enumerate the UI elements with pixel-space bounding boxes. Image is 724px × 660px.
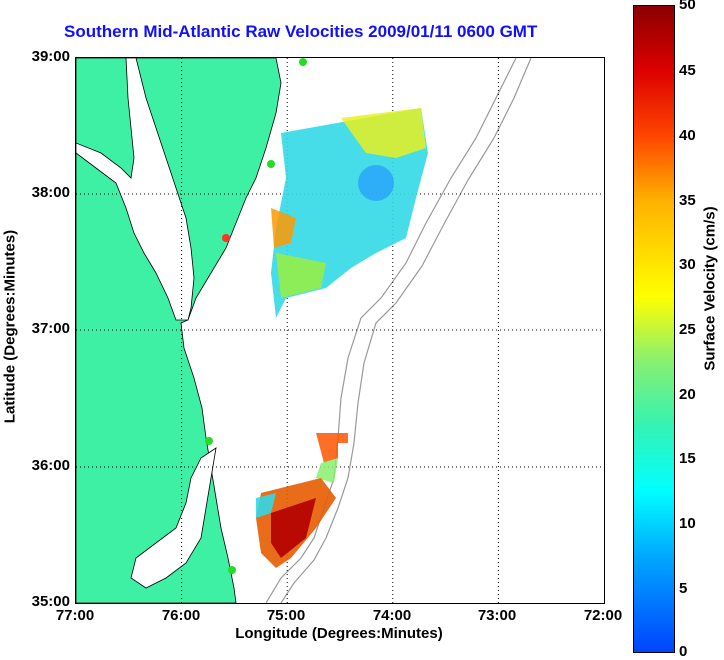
velocity-field-south (256, 433, 348, 568)
x-tick-label: 77:00 (55, 607, 95, 624)
colorbar-label: Surface Velocity (cm/s) (701, 206, 719, 371)
y-tick-label: 38:00 (31, 184, 70, 201)
colorbar-tick: 0 (679, 643, 688, 660)
station-marker[interactable] (267, 160, 275, 168)
y-tick-label: 36:00 (31, 457, 70, 474)
velocity-map[interactable] (75, 57, 605, 604)
colorbar-tick: 10 (679, 515, 696, 532)
map-canvas (76, 58, 604, 603)
pamlico-sound (130, 447, 217, 589)
colorbar (633, 5, 675, 653)
chesapeake-bay (76, 58, 195, 321)
x-tick-label: 76:00 (161, 607, 201, 624)
station-marker[interactable] (299, 58, 307, 66)
map-title: Southern Mid-Atlantic Raw Velocities 200… (64, 22, 538, 41)
bathymetry-contour (265, 58, 517, 603)
colorbar-tick: 25 (679, 321, 696, 338)
velocity-field-north (271, 108, 428, 318)
y-tick-label: 39:00 (31, 48, 70, 65)
bathymetry-contour (280, 58, 532, 603)
colorbar-tick: 30 (679, 256, 696, 273)
colorbar-tick: 35 (679, 192, 696, 209)
x-tick-label: 73:00 (477, 607, 517, 624)
colorbar-tick: 40 (679, 127, 696, 144)
x-tick-label: 72:00 (583, 607, 623, 624)
station-marker[interactable] (222, 234, 230, 242)
y-tick-label: 35:00 (31, 593, 70, 610)
colorbar-tick: 15 (679, 450, 696, 467)
grid-lines (76, 58, 604, 603)
y-tick-label: 37:00 (31, 320, 70, 337)
x-tick-label: 74:00 (372, 607, 412, 624)
colorbar-tick: 45 (679, 62, 696, 79)
colorbar-tick: 50 (679, 0, 696, 13)
station-marker[interactable] (205, 437, 213, 445)
x-axis-label: Longitude (Degrees:Minutes) (235, 625, 443, 642)
station-marker[interactable] (228, 566, 236, 574)
x-tick-label: 75:00 (266, 607, 306, 624)
y-axis-label: Latitude (Degrees:Minutes) (1, 229, 19, 424)
colorbar-tick: 20 (679, 386, 696, 403)
colorbar-tick: 5 (679, 580, 688, 597)
